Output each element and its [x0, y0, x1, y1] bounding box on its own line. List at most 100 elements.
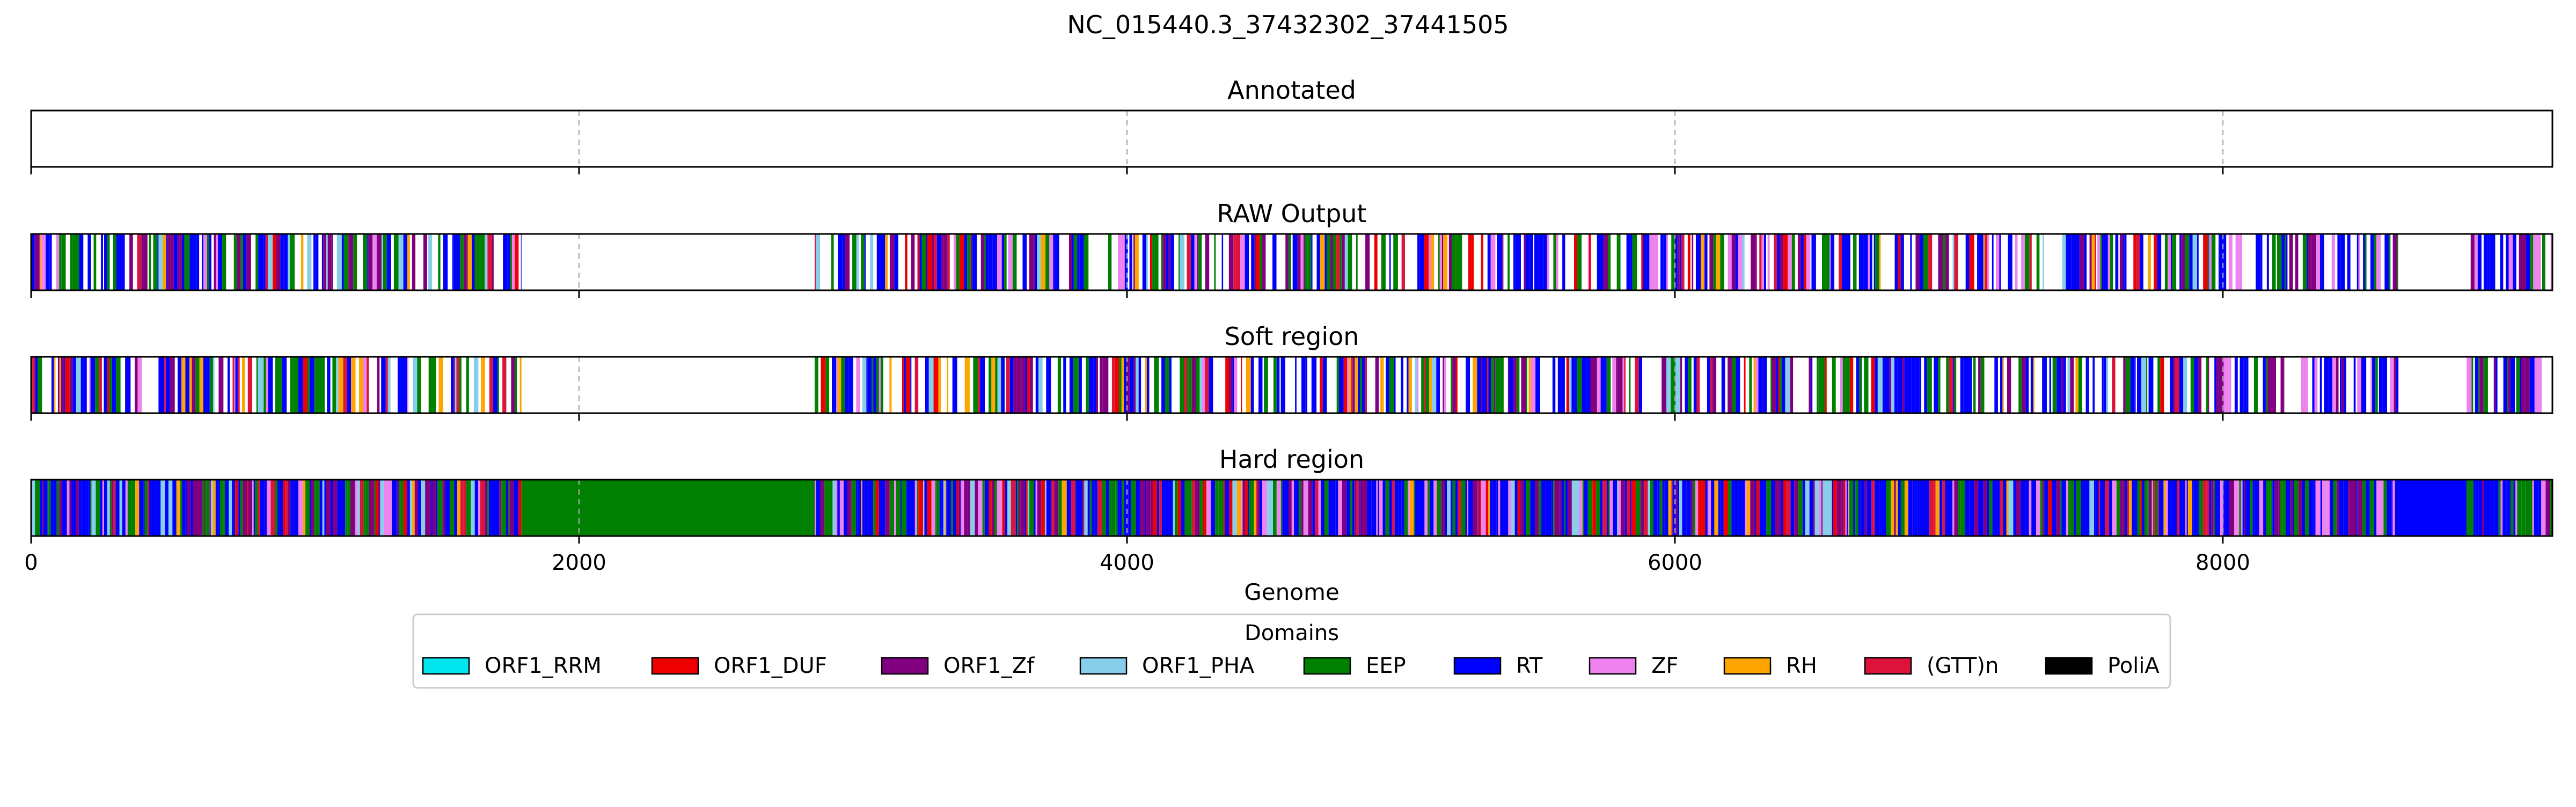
domain-segment: [1153, 480, 1157, 536]
domain-segment: [1150, 234, 1153, 290]
domain-segment: [107, 480, 110, 536]
domain-segment: [363, 357, 367, 413]
domain-segment: [1341, 234, 1345, 290]
domain-segment: [1128, 480, 1131, 536]
domain-segment: [303, 480, 306, 536]
domain-segment: [1624, 480, 1627, 536]
domain-segment: [2357, 357, 2361, 413]
domain-segment: [1342, 480, 1346, 536]
domain-segment: [1847, 480, 1848, 536]
domain-block: [31, 357, 522, 413]
domain-segment: [1122, 480, 1124, 536]
domain-segment: [2148, 357, 2154, 413]
domain-segment: [1445, 480, 1447, 536]
domain-segment: [1755, 234, 1757, 290]
domain-segment: [2473, 480, 2476, 536]
domain-segment: [1553, 234, 1556, 290]
domain-segment: [1963, 357, 1968, 413]
domain-segment: [1919, 357, 1921, 413]
domain-segment: [1900, 480, 1905, 536]
domain-segment: [1218, 480, 1224, 536]
domain-segment: [280, 234, 284, 290]
domain-segment: [1597, 357, 1601, 413]
domain-segment: [204, 480, 207, 536]
domain-segment: [1943, 234, 1945, 290]
domain-segment: [2358, 234, 2360, 290]
domain-segment: [1344, 234, 1348, 290]
domain-segment: [1496, 480, 1498, 536]
domain-segment: [2370, 357, 2373, 413]
domain-segment: [2341, 357, 2344, 413]
domain-segment: [368, 234, 373, 290]
domain-segment: [1123, 357, 1127, 413]
domain-segment: [1589, 234, 1591, 290]
track-background: [31, 111, 2552, 167]
domain-segment: [1632, 234, 1637, 290]
domain-segment: [964, 357, 970, 413]
domain-segment: [1438, 234, 1440, 290]
domain-segment: [2042, 234, 2044, 290]
domain-segment: [2136, 234, 2140, 290]
domain-segment: [1588, 357, 1591, 413]
domain-segment: [176, 480, 179, 536]
domain-segment: [2002, 357, 2004, 413]
domain-segment: [1721, 357, 1725, 413]
domain-segment: [1638, 357, 1642, 413]
domain-segment: [2137, 357, 2142, 413]
domain-segment: [1256, 480, 1258, 536]
domain-segment: [917, 480, 919, 536]
domain-segment: [1254, 480, 1256, 536]
domain-segment: [1021, 357, 1026, 413]
domain-segment: [950, 480, 953, 536]
domain-segment: [1313, 357, 1317, 413]
domain-segment: [333, 480, 338, 536]
domain-segment: [127, 480, 131, 536]
track-background: [31, 234, 2552, 290]
domain-segment: [1980, 357, 1985, 413]
domain-segment: [2018, 357, 2022, 413]
domain-segment: [1841, 480, 1844, 536]
domain-segment: [1985, 234, 1988, 290]
domain-segment: [1601, 480, 1603, 536]
domain-segment: [385, 357, 388, 413]
domain-segment: [2095, 480, 2099, 536]
domain-segment: [165, 480, 169, 536]
domain-segment: [1022, 234, 1027, 290]
domain-segment: [970, 480, 974, 536]
domain-segment: [1840, 357, 1843, 413]
domain-segment: [1268, 480, 1274, 536]
domain-segment: [2250, 480, 2253, 536]
domain-segment: [1679, 480, 1682, 536]
domain-segment: [1809, 480, 1813, 536]
domain-block-solid: [2398, 480, 2467, 536]
domain-segment: [1827, 480, 1832, 536]
domain-segment: [1355, 357, 1358, 413]
domain-segment: [336, 357, 339, 413]
domain-segment: [2376, 234, 2381, 290]
domain-segment: [166, 234, 167, 290]
domain-segment: [1780, 357, 1782, 413]
domain-segment: [102, 480, 104, 536]
domain-segment: [1249, 480, 1254, 536]
domain-segment: [2503, 357, 2507, 413]
domain-segment: [1049, 234, 1053, 290]
domain-segment: [1771, 480, 1775, 536]
domain-segment: [1885, 357, 1890, 413]
domain-segment: [1389, 357, 1392, 413]
domain-segment: [268, 357, 273, 413]
domain-segment: [1063, 357, 1066, 413]
domain-segment: [80, 357, 84, 413]
domain-segment: [1819, 480, 1822, 536]
domain-segment: [1498, 480, 1501, 536]
domain-segment: [1458, 480, 1461, 536]
domain-segment: [1979, 234, 1984, 290]
domain-segment: [1165, 357, 1169, 413]
domain-segment: [452, 234, 454, 290]
domain-segment: [47, 480, 49, 536]
domain-segment: [215, 480, 218, 536]
domain-segment: [1018, 480, 1021, 536]
domain-segment: [1597, 234, 1602, 290]
domain-segment: [1358, 357, 1360, 413]
domain-segment: [1180, 234, 1185, 290]
domain-segment: [1679, 234, 1682, 290]
